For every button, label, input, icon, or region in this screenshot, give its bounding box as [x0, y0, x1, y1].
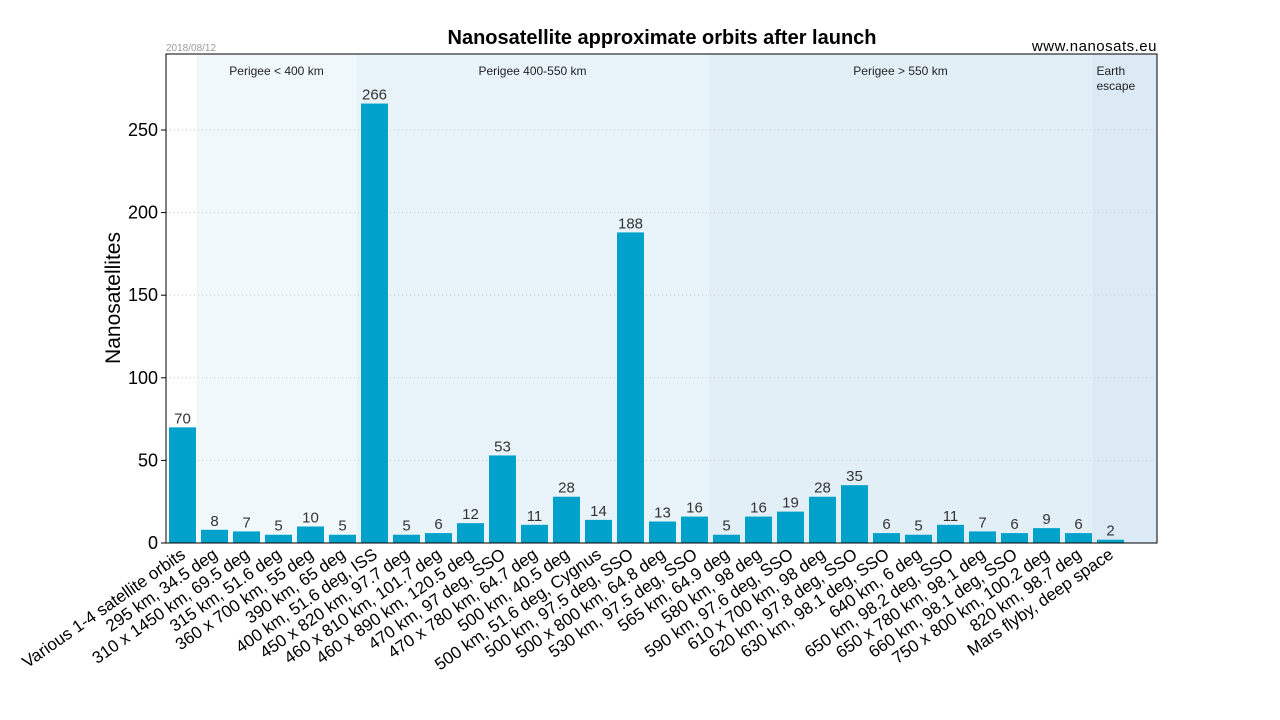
- bar-value-label: 16: [686, 500, 703, 517]
- bar: [681, 516, 708, 543]
- bar-value-label: 19: [782, 495, 799, 512]
- y-tick-label: 100: [128, 368, 158, 388]
- y-axis-label: Nanosatellites: [102, 232, 125, 364]
- bar-value-label: 5: [274, 518, 282, 535]
- bar-value-label: 7: [242, 514, 250, 531]
- bar-value-label: 53: [494, 438, 511, 455]
- region-label: escape: [1097, 79, 1136, 93]
- region-background: [196, 54, 357, 543]
- y-tick-label: 250: [128, 120, 158, 140]
- bar-value-label: 9: [1042, 511, 1050, 528]
- region-background: [356, 54, 709, 543]
- bar: [425, 533, 452, 543]
- y-tick-label: 200: [128, 203, 158, 223]
- bar: [489, 455, 516, 543]
- bar-value-label: 6: [1074, 516, 1082, 533]
- bar: [265, 534, 292, 543]
- y-tick-label: 0: [148, 533, 158, 553]
- bar-value-label: 14: [590, 503, 607, 520]
- bar: [905, 534, 932, 543]
- bar-value-label: 5: [402, 518, 410, 535]
- bar: [777, 511, 804, 543]
- bar: [1033, 528, 1060, 543]
- bar-value-label: 5: [914, 518, 922, 535]
- bar-value-label: 13: [654, 505, 671, 522]
- bar-value-label: 10: [302, 509, 319, 526]
- date-label: 2018/08/12: [166, 43, 216, 54]
- bar-value-label: 6: [882, 516, 890, 533]
- bar-value-label: 16: [750, 500, 767, 517]
- bar-value-label: 12: [462, 506, 479, 523]
- bar: [201, 529, 228, 543]
- bar: [393, 534, 420, 543]
- y-tick-label: 50: [138, 450, 158, 470]
- bar-value-label: 188: [618, 215, 643, 232]
- bar: [969, 531, 996, 543]
- region-label: Perigee > 550 km: [853, 64, 947, 78]
- bar: [713, 534, 740, 543]
- bar: [553, 496, 580, 543]
- bar: [457, 523, 484, 543]
- bar-value-label: 6: [434, 516, 442, 533]
- bars: [169, 103, 1124, 543]
- website-label: www.nanosats.eu: [1031, 38, 1157, 55]
- bar: [1001, 533, 1028, 543]
- bar: [329, 534, 356, 543]
- bar: [649, 521, 676, 543]
- y-tick-label: 150: [128, 285, 158, 305]
- y-axis-ticks: 0 50 100 150 200 250: [128, 120, 166, 553]
- bar-value-label: 28: [558, 480, 575, 497]
- region-label: Perigee < 400 km: [229, 64, 323, 78]
- bar-value-label: 6: [1010, 516, 1018, 533]
- bar: [521, 524, 548, 543]
- bar: [361, 103, 388, 543]
- bar: [841, 485, 868, 543]
- bar: [745, 516, 772, 543]
- bar: [1097, 539, 1124, 543]
- bar: [617, 232, 644, 543]
- bar-value-label: 2: [1106, 523, 1114, 540]
- bar-value-label: 5: [722, 518, 730, 535]
- region-label: Earth: [1097, 64, 1126, 78]
- bar-value-label: 28: [814, 480, 831, 497]
- bar-value-label: 266: [362, 87, 387, 104]
- bar: [873, 533, 900, 543]
- bar-value-label: 5: [338, 518, 346, 535]
- bar: [585, 519, 612, 543]
- bar: [297, 526, 324, 543]
- bar-value-label: 11: [527, 508, 543, 525]
- bar-value-label: 70: [174, 410, 191, 427]
- bar: [1065, 533, 1092, 543]
- bar-value-label: 35: [846, 468, 863, 485]
- bar: [169, 427, 196, 543]
- plot-frame: [165, 53, 1158, 544]
- perigee-regions: Perigee < 400 km Perigee 400-550 km Perige…: [168, 54, 1157, 543]
- region-label: Perigee 400-550 km: [478, 64, 586, 78]
- bar: [937, 524, 964, 543]
- chart-title: Nanosatellite approximate orbits after l…: [448, 27, 877, 49]
- bar: [233, 531, 260, 543]
- bar-value-label: 11: [943, 508, 959, 525]
- bar-value-label: 7: [978, 514, 986, 531]
- region-background: [708, 54, 1093, 543]
- bar: [809, 496, 836, 543]
- bar-value-label: 8: [210, 513, 218, 530]
- region-background: [1092, 54, 1157, 543]
